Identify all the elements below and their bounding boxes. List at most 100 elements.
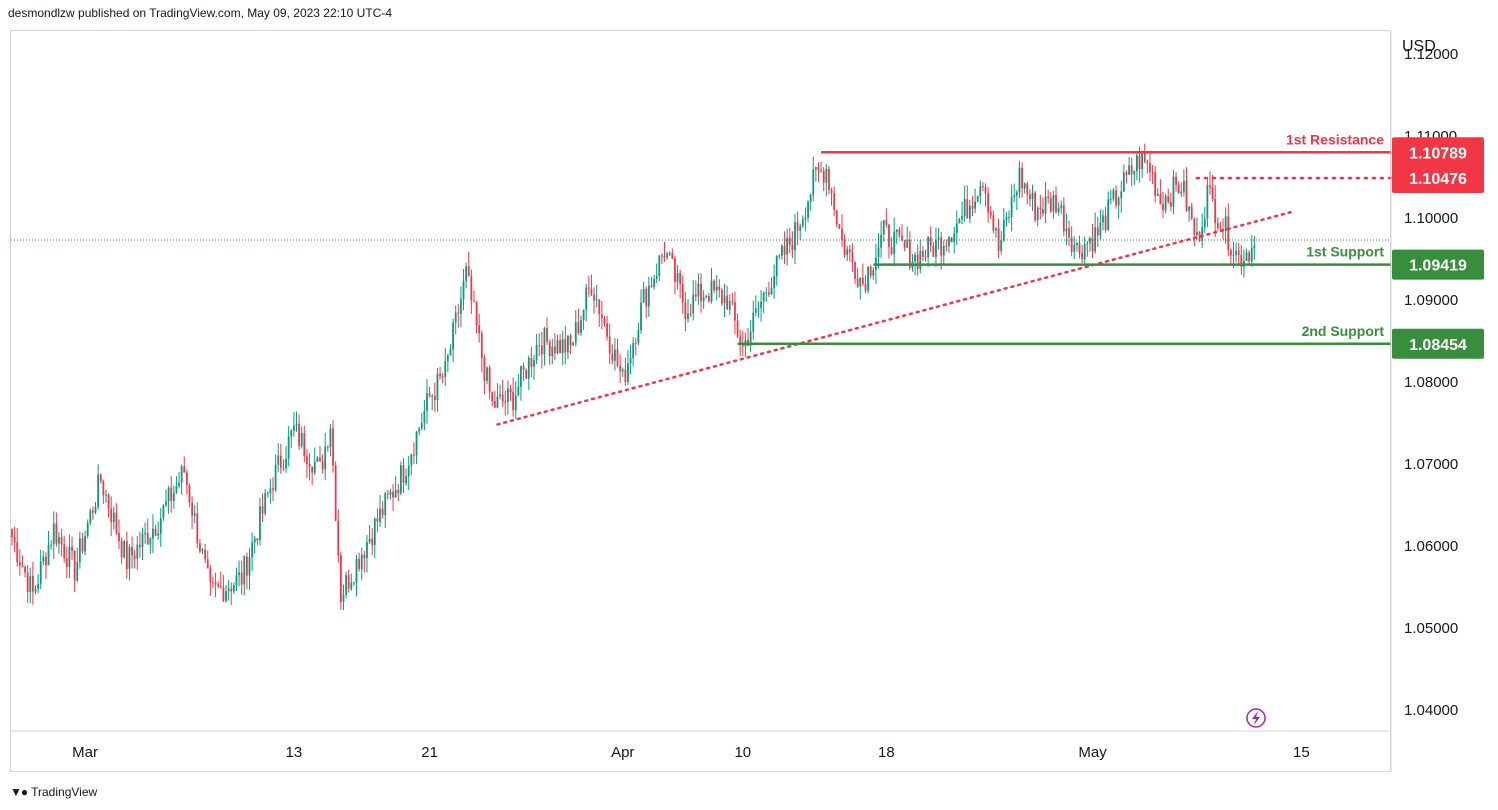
candle-body [927, 236, 930, 258]
candle-body [835, 210, 838, 225]
candle [170, 475, 173, 513]
candle-body [42, 556, 45, 562]
candle-body [676, 272, 679, 282]
candle [1190, 202, 1193, 221]
candle [760, 290, 762, 322]
candle-body [1196, 231, 1198, 236]
candle [718, 279, 721, 298]
price-tick-label: 1.05000 [1404, 620, 1458, 637]
candle [1182, 169, 1185, 197]
candle [997, 218, 1000, 259]
candle [723, 283, 726, 318]
candle-body [34, 588, 37, 592]
candle [507, 380, 509, 415]
candle-body [880, 234, 883, 248]
candle-body [838, 224, 841, 229]
candle-body [1057, 208, 1060, 212]
level-price-badge[interactable]: 1.10476 [1392, 162, 1484, 193]
candle [149, 537, 152, 554]
candle [713, 279, 715, 294]
candle-body [209, 568, 212, 582]
candle [1117, 196, 1120, 219]
candle-body [358, 559, 361, 570]
candle [624, 357, 627, 387]
time-axis[interactable]: Mar 13 21 Apr 10 18 May 15 [11, 730, 1391, 761]
level-price-badge[interactable]: 1.09419 [1392, 249, 1484, 280]
candle-body [1248, 252, 1251, 262]
candle [94, 501, 97, 515]
candle [533, 354, 535, 380]
candle-body [133, 555, 136, 559]
candle-body [982, 186, 984, 188]
candle [937, 228, 940, 250]
candle [1002, 208, 1005, 243]
candle-body [172, 492, 175, 501]
tradingview-brand[interactable]: ▼● TradingView [10, 785, 97, 799]
candle [501, 379, 504, 407]
candle [963, 185, 966, 222]
candle [859, 276, 862, 300]
candle-body [953, 233, 956, 243]
price-axis[interactable]: 1.120001.110001.100001.090001.080001.070… [1390, 31, 1484, 772]
candle-body [621, 369, 624, 372]
candle-body [162, 505, 165, 518]
candle-body [496, 396, 499, 408]
candle-body [856, 278, 859, 287]
candle [105, 489, 107, 503]
candle-body [728, 301, 731, 310]
candle-body [809, 194, 812, 202]
candle [945, 239, 948, 252]
candle [587, 275, 590, 298]
candle [157, 521, 160, 540]
candle [1109, 189, 1112, 205]
candle [78, 531, 81, 569]
candle-body [684, 302, 687, 320]
candle [483, 354, 486, 395]
candle [848, 244, 851, 262]
candle [52, 511, 55, 559]
candle-body [399, 465, 402, 494]
candle [256, 538, 259, 546]
candle [1115, 185, 1117, 209]
candle [1065, 213, 1068, 246]
candle-body [81, 538, 84, 552]
candle-body [1010, 196, 1013, 217]
candle [319, 445, 321, 462]
candle [45, 552, 47, 579]
candle-body [1078, 243, 1081, 253]
candle [1216, 217, 1219, 231]
candle-body [366, 542, 368, 558]
candle-body [321, 461, 324, 470]
candle-body [138, 544, 141, 548]
candle-body [551, 346, 554, 357]
badge-value: 1.08454 [1409, 337, 1467, 354]
candle-body [822, 170, 825, 183]
candle [154, 524, 157, 537]
candle-body [1015, 192, 1018, 196]
candle [1240, 245, 1243, 275]
candle [26, 565, 29, 604]
candle-body [240, 572, 243, 585]
candle [921, 245, 924, 262]
candle [707, 293, 710, 303]
candle-body [1026, 183, 1029, 195]
candle [118, 519, 120, 549]
candle-body [1112, 190, 1115, 200]
candle-body [347, 575, 350, 589]
candle-body [157, 533, 160, 536]
candle-body [619, 365, 622, 372]
candle-body [869, 266, 872, 276]
candle [308, 453, 311, 481]
candle-body [415, 431, 418, 456]
lightning-icon[interactable] [1246, 708, 1266, 728]
level-price-badge[interactable]: 1.10789 [1392, 137, 1484, 168]
candle-body [1216, 222, 1219, 229]
candle-body [196, 513, 199, 544]
candle [1015, 189, 1018, 211]
candle-body [1052, 195, 1055, 212]
candle [112, 506, 115, 530]
candle [1073, 236, 1076, 260]
level-price-badge[interactable]: 1.08454 [1392, 328, 1484, 359]
candle-body [389, 491, 392, 495]
